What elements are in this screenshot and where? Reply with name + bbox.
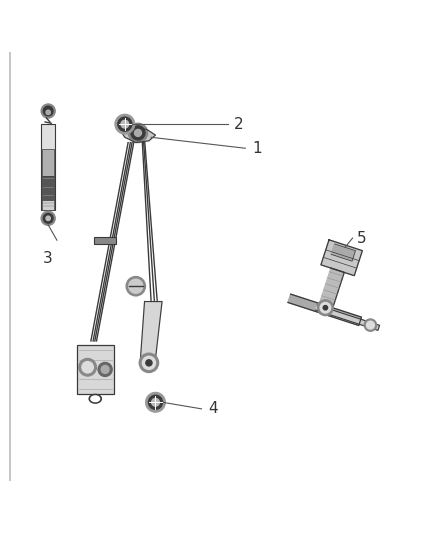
Circle shape: [152, 399, 159, 406]
Circle shape: [128, 123, 148, 142]
Circle shape: [118, 117, 132, 131]
Circle shape: [318, 300, 333, 316]
Polygon shape: [331, 244, 356, 261]
Circle shape: [101, 366, 109, 374]
Text: 2: 2: [234, 117, 244, 132]
Text: 4: 4: [208, 401, 218, 416]
Circle shape: [41, 104, 55, 118]
Circle shape: [131, 126, 145, 140]
Text: 3: 3: [43, 251, 53, 266]
Circle shape: [142, 356, 155, 369]
Circle shape: [121, 120, 129, 128]
Circle shape: [46, 216, 50, 221]
Circle shape: [364, 319, 377, 331]
Circle shape: [146, 360, 152, 366]
Text: 5: 5: [357, 231, 367, 246]
Bar: [41, 124, 55, 209]
Circle shape: [43, 214, 53, 223]
Circle shape: [82, 361, 93, 373]
Circle shape: [79, 359, 96, 376]
Circle shape: [46, 110, 50, 115]
Polygon shape: [120, 128, 155, 142]
Polygon shape: [315, 305, 380, 330]
Text: 1: 1: [252, 141, 261, 156]
Polygon shape: [319, 268, 344, 310]
Circle shape: [129, 279, 143, 293]
Circle shape: [41, 211, 55, 225]
Bar: [42, 200, 54, 209]
Circle shape: [320, 302, 331, 313]
Circle shape: [126, 277, 145, 296]
Circle shape: [148, 395, 162, 409]
Polygon shape: [321, 240, 362, 276]
Bar: [42, 175, 54, 200]
Polygon shape: [288, 294, 361, 326]
Bar: [77, 345, 114, 393]
Ellipse shape: [89, 394, 102, 403]
Circle shape: [146, 392, 165, 412]
Bar: [94, 237, 116, 244]
Ellipse shape: [91, 396, 99, 402]
Circle shape: [323, 305, 328, 310]
Polygon shape: [140, 302, 162, 363]
Circle shape: [43, 106, 53, 116]
Circle shape: [139, 353, 159, 373]
Circle shape: [134, 130, 141, 136]
Bar: [42, 149, 54, 175]
Circle shape: [367, 321, 374, 329]
Circle shape: [115, 115, 134, 134]
Circle shape: [98, 362, 112, 376]
